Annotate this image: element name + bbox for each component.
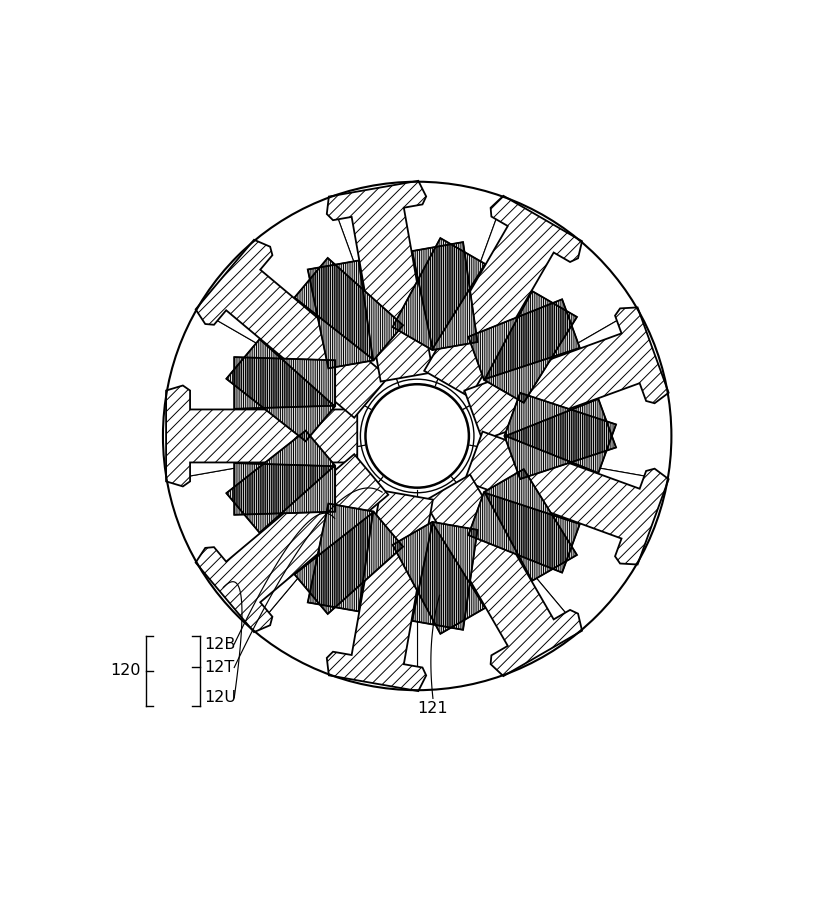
Polygon shape xyxy=(435,219,616,409)
Polygon shape xyxy=(308,503,373,611)
Polygon shape xyxy=(465,432,668,564)
Polygon shape xyxy=(392,239,485,350)
Polygon shape xyxy=(339,206,496,385)
Polygon shape xyxy=(464,321,647,476)
Polygon shape xyxy=(424,474,582,676)
Polygon shape xyxy=(424,196,582,397)
Polygon shape xyxy=(326,491,433,691)
Text: 120: 120 xyxy=(111,663,141,678)
Polygon shape xyxy=(412,522,478,629)
Polygon shape xyxy=(226,339,335,441)
Text: 12T: 12T xyxy=(204,660,234,675)
Polygon shape xyxy=(295,258,403,360)
Polygon shape xyxy=(484,291,577,403)
Polygon shape xyxy=(505,393,616,473)
Polygon shape xyxy=(226,431,335,532)
Polygon shape xyxy=(412,242,478,350)
Polygon shape xyxy=(234,463,335,515)
Polygon shape xyxy=(166,385,357,486)
Text: 121: 121 xyxy=(418,701,449,716)
Polygon shape xyxy=(308,260,373,368)
Polygon shape xyxy=(452,445,644,612)
Polygon shape xyxy=(195,239,388,418)
Polygon shape xyxy=(505,399,616,479)
Polygon shape xyxy=(187,321,370,476)
Polygon shape xyxy=(465,307,668,441)
Text: 12B: 12B xyxy=(204,637,236,651)
Polygon shape xyxy=(218,219,399,409)
Polygon shape xyxy=(417,477,565,667)
Polygon shape xyxy=(392,522,485,634)
Polygon shape xyxy=(190,445,383,612)
Circle shape xyxy=(365,385,469,488)
Polygon shape xyxy=(468,493,580,572)
Polygon shape xyxy=(295,512,403,614)
Polygon shape xyxy=(195,454,388,632)
Polygon shape xyxy=(269,477,417,667)
Polygon shape xyxy=(484,469,577,580)
Polygon shape xyxy=(326,180,433,382)
Text: 12U: 12U xyxy=(204,690,237,706)
Polygon shape xyxy=(234,357,335,409)
Polygon shape xyxy=(468,299,580,379)
